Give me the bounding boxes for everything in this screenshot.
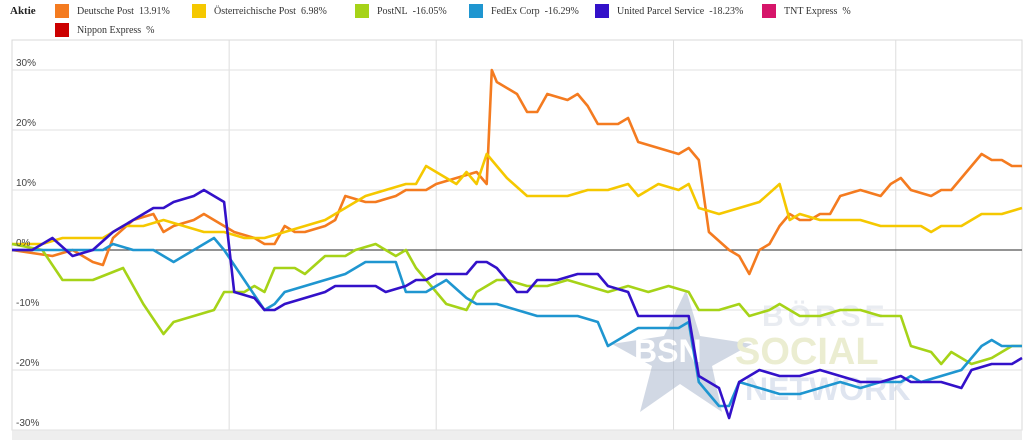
y-tick-label: -30%: [16, 418, 39, 429]
legend-item-oesterreichische-post[interactable]: Österreichische Post 6.98%: [192, 4, 327, 18]
legend-swatch: [469, 4, 483, 18]
y-tick-label: -20%: [16, 358, 39, 369]
series-line-postnl: [11, 242, 1022, 366]
legend-label: Deutsche Post 13.91%: [77, 5, 170, 17]
legend-swatch: [192, 4, 206, 18]
y-tick-label: -10%: [16, 298, 39, 309]
chart-grid: [11, 39, 1023, 440]
plot-area: [11, 39, 1023, 431]
y-tick-label: 10%: [16, 178, 36, 189]
watermark-star-shape: [612, 290, 752, 412]
legend-item-postnl[interactable]: PostNL -16.05%: [355, 4, 447, 18]
legend-label: Österreichische Post 6.98%: [214, 5, 327, 17]
legend-item-tnt-express[interactable]: TNT Express %: [762, 4, 851, 18]
legend-item-united-parcel-service[interactable]: United Parcel Service -18.23%: [595, 4, 743, 18]
legend-swatch: [55, 4, 69, 18]
bottom-band: [12, 430, 1022, 440]
legend-label: United Parcel Service -18.23%: [617, 5, 744, 17]
series-line-fedex-corp: [12, 236, 1022, 408]
legend-swatch: [762, 4, 776, 18]
series-group: [11, 68, 1023, 420]
watermark: BSN BÖRSE SOCIAL NETWORK: [612, 290, 910, 412]
series-line-united-parcel-service: [12, 188, 1023, 420]
legend-item-fedex-corp[interactable]: FedEx Corp -16.29%: [469, 4, 579, 18]
legend-title: Aktie: [10, 5, 36, 17]
legend-item-nippon-express[interactable]: Nippon Express %: [55, 23, 155, 37]
legend-swatch: [595, 4, 609, 18]
chart-legend: Aktie Deutsche Post 13.91% Österreichisc…: [0, 0, 1024, 40]
legend-label: TNT Express %: [784, 5, 851, 17]
watermark-line-3: NETWORK: [745, 371, 910, 407]
series-line-deutsche-post: [11, 68, 1022, 276]
y-axis-ticks: 30% 20% 10% 0% -10% -20% -30%: [16, 58, 39, 429]
legend-swatch: [55, 23, 69, 37]
y-tick-label: 30%: [16, 58, 36, 69]
y-tick-label: 20%: [16, 118, 36, 129]
legend-label: FedEx Corp -16.29%: [491, 5, 579, 17]
legend-label: PostNL -16.05%: [377, 5, 447, 17]
series-line--sterreichische-post: [12, 152, 1023, 246]
legend-swatch: [355, 4, 369, 18]
watermark-line-2: SOCIAL: [735, 331, 879, 373]
y-tick-label: 0%: [16, 238, 31, 249]
legend-label: Nippon Express %: [77, 24, 155, 36]
legend-item-deutsche-post[interactable]: Deutsche Post 13.91%: [55, 4, 170, 18]
